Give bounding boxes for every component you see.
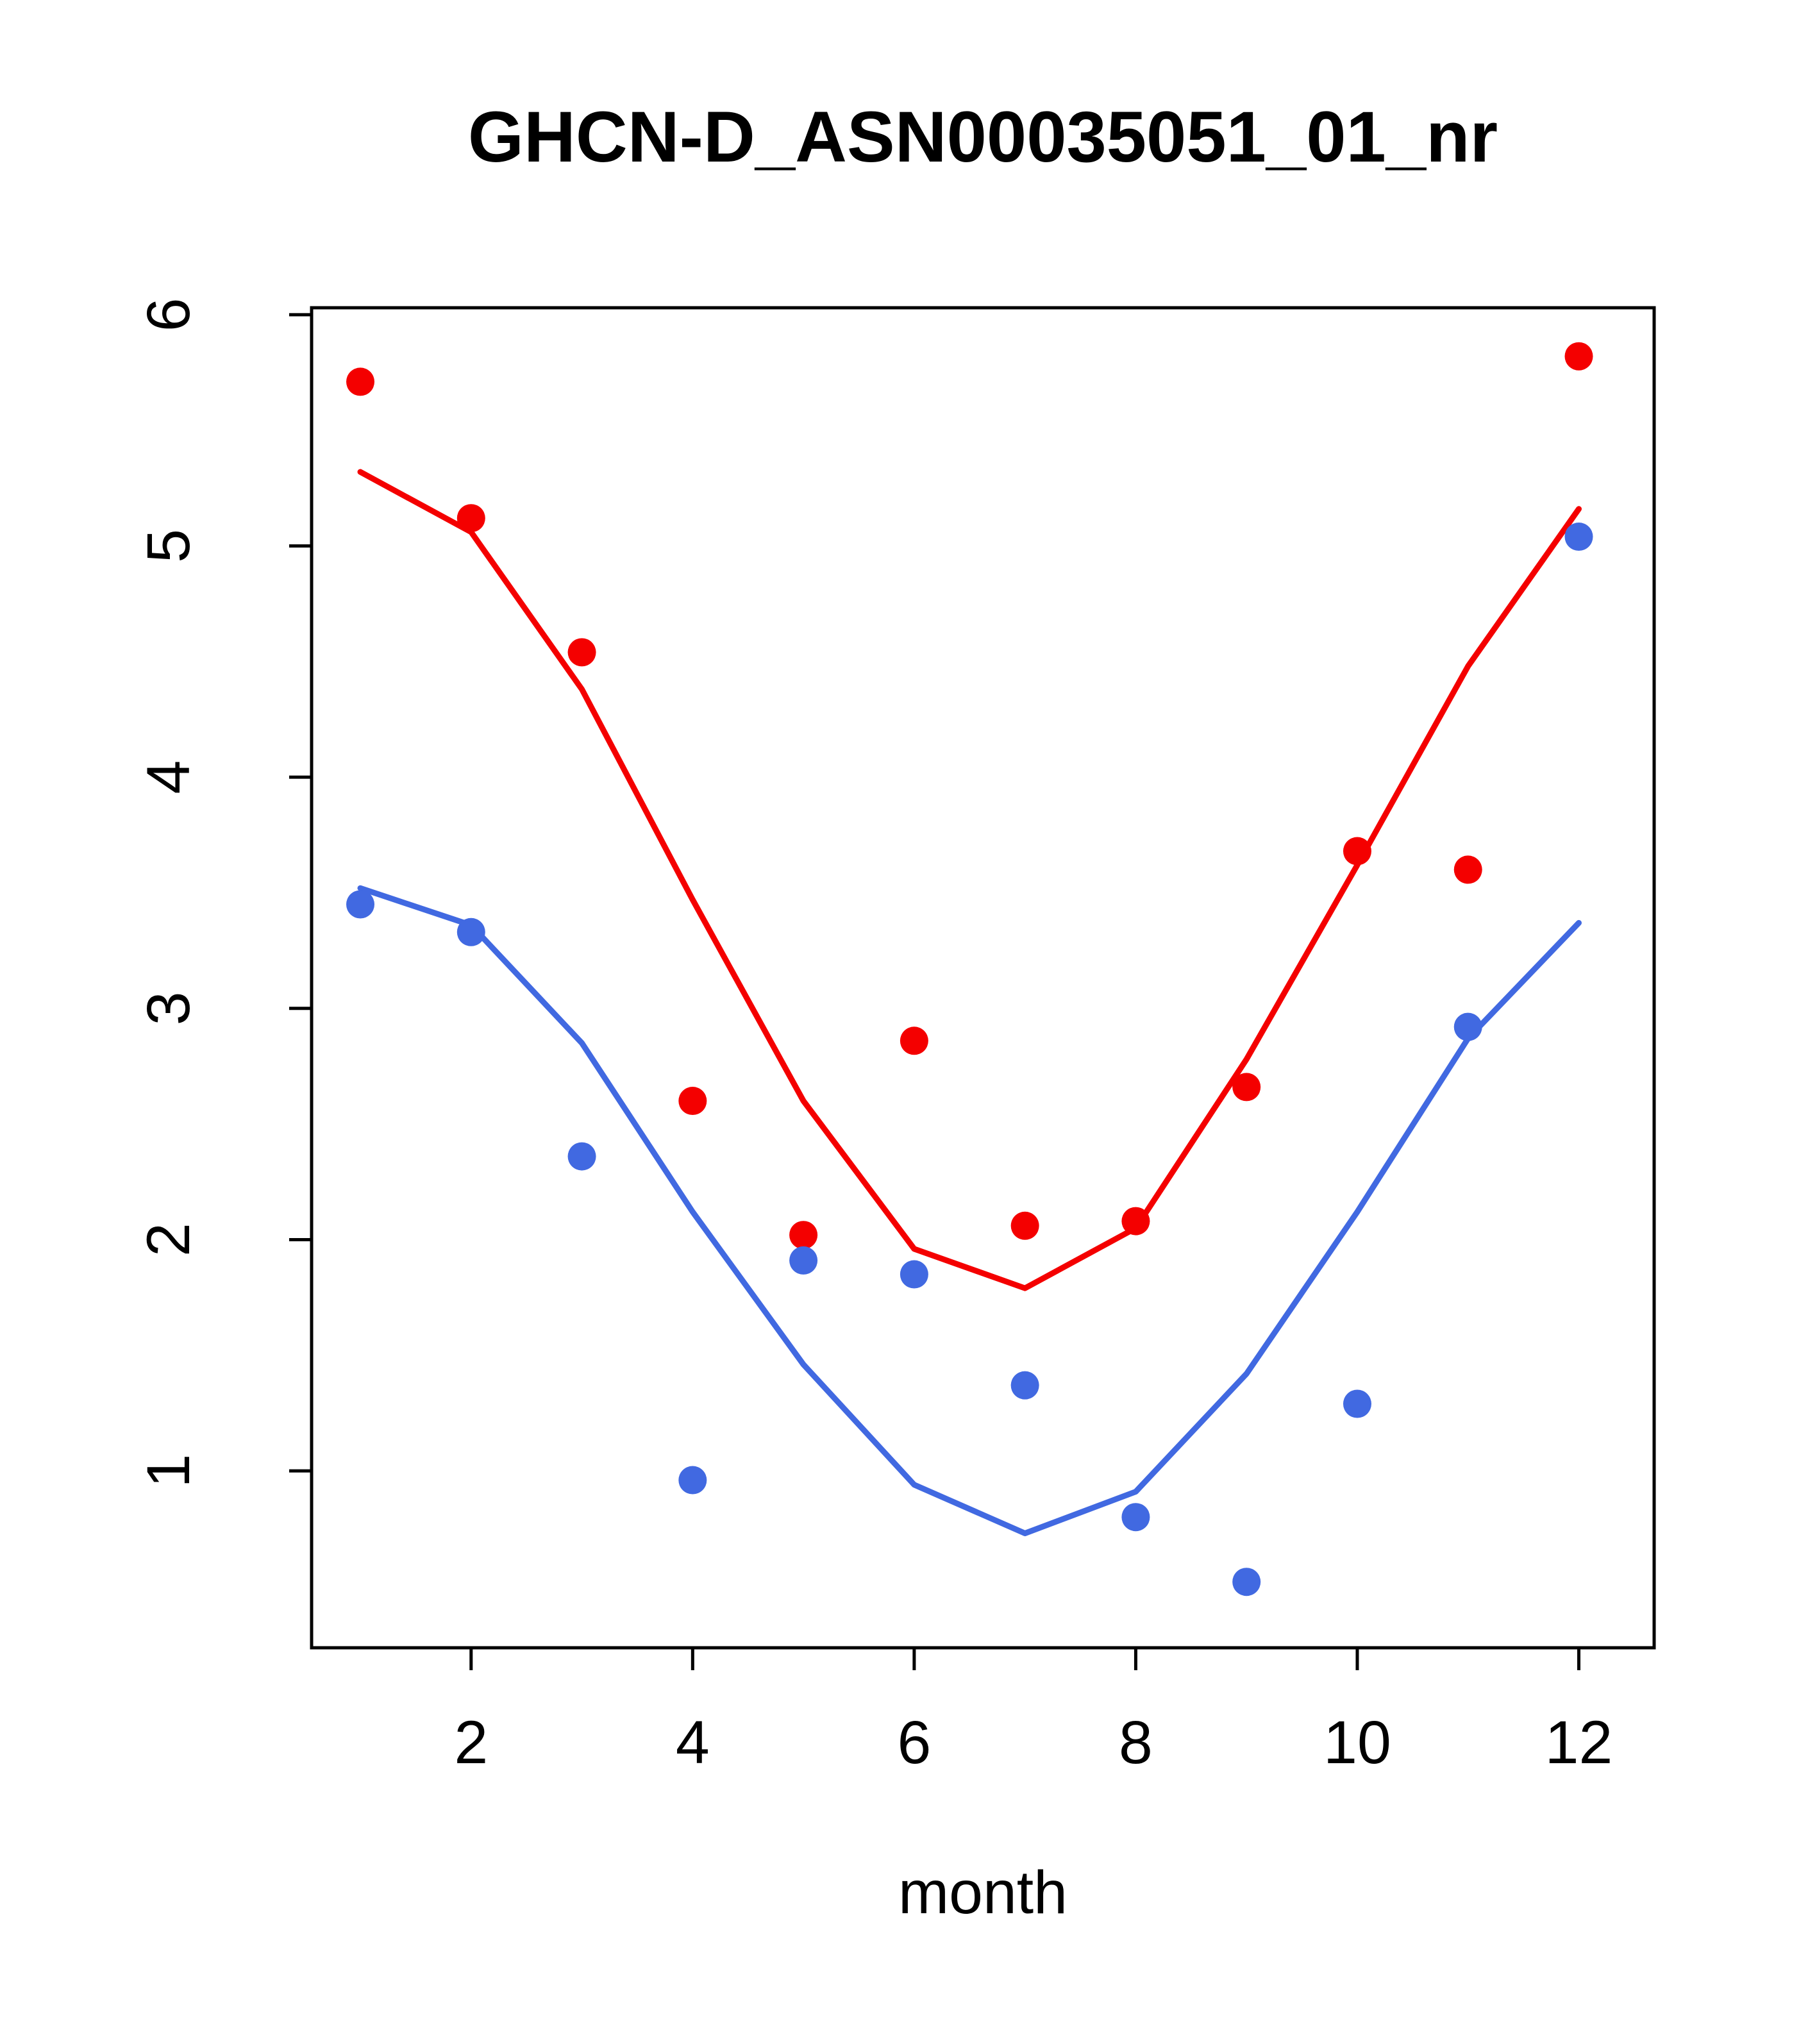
blue-points-marker <box>1343 1389 1371 1418</box>
y-tick-label: 3 <box>135 991 203 1025</box>
blue-points-marker <box>900 1260 928 1289</box>
y-tick-label: 1 <box>135 1454 203 1488</box>
blue-points-marker <box>789 1246 818 1275</box>
red-line-smooth <box>357 469 1582 1291</box>
blue-points-marker <box>346 890 375 919</box>
red-points-marker <box>900 1026 928 1055</box>
red-points-marker <box>346 367 375 396</box>
blue-points-marker <box>1564 523 1593 551</box>
blue-points-marker <box>678 1466 707 1495</box>
red-points-marker <box>678 1087 707 1116</box>
x-tick-label: 6 <box>897 1709 931 1777</box>
red-points-marker <box>1232 1073 1261 1102</box>
red-points-marker <box>1010 1211 1039 1240</box>
blue-line-smooth <box>357 885 1582 1536</box>
red-points-marker <box>567 638 596 667</box>
y-tick-label: 4 <box>135 760 203 794</box>
y-tick-label: 5 <box>135 529 203 563</box>
red-points-marker <box>789 1221 818 1250</box>
x-tick-label: 12 <box>1545 1709 1613 1777</box>
red-points <box>346 342 1593 1250</box>
chart-title: GHCN-D_ASN00035051_01_nr <box>467 97 1498 177</box>
x-tick-label: 10 <box>1323 1709 1391 1777</box>
plot-box <box>310 306 1656 1650</box>
y-tick-label: 2 <box>135 1223 203 1257</box>
blue-points-marker <box>1121 1503 1150 1532</box>
blue-points-marker <box>1232 1568 1261 1596</box>
x-axis-label: month <box>898 1859 1068 1927</box>
blue-points-marker <box>1010 1371 1039 1400</box>
blue-points <box>346 523 1593 1596</box>
red-points-marker <box>1564 342 1593 371</box>
blue-points-marker <box>567 1142 596 1171</box>
red-points-marker <box>1121 1207 1150 1236</box>
blue-points-marker <box>456 917 485 946</box>
y-tick-label: 6 <box>135 297 203 331</box>
x-tick-label: 2 <box>454 1709 488 1777</box>
x-tick-label: 4 <box>676 1709 710 1777</box>
red-points-marker <box>1343 837 1371 866</box>
red-points-marker <box>1453 855 1482 884</box>
blue-points-marker <box>1453 1012 1482 1041</box>
red-points-marker <box>456 504 485 533</box>
x-tick-label: 8 <box>1119 1709 1153 1777</box>
